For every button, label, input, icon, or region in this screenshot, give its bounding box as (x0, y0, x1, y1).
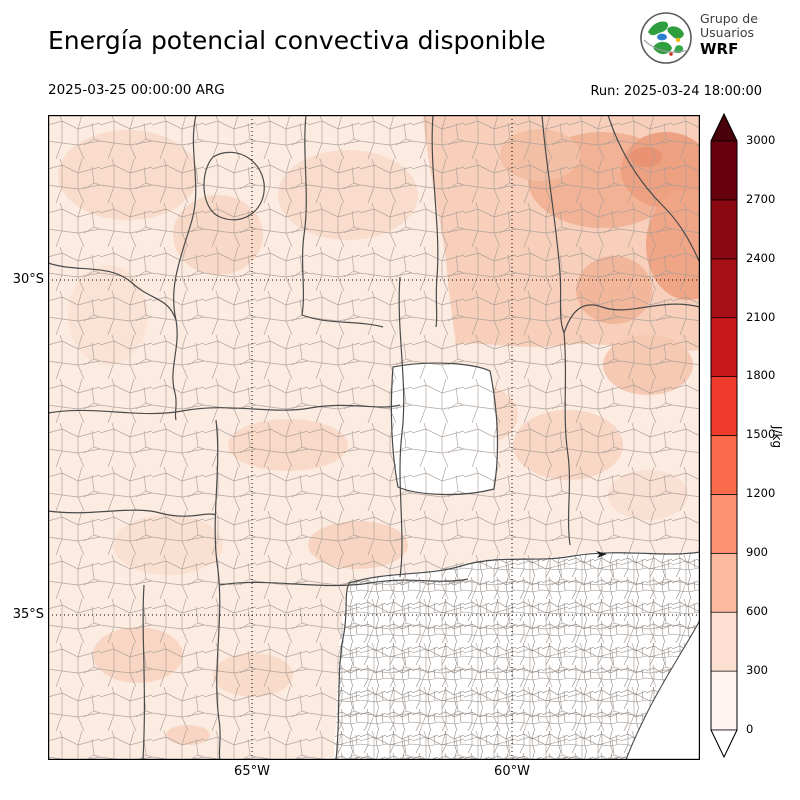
colorbar-outline (710, 112, 738, 759)
run-time-label: Run: 2025-03-24 18:00:00 (590, 84, 762, 99)
lon-tick-label-65w: 65°W (234, 764, 270, 779)
lon-tick-label-60w: 60°W (494, 764, 530, 779)
colorbar-segment (710, 258, 738, 319)
colorbar-segment (710, 670, 738, 731)
colorbar-tick-label: 1800 (746, 368, 776, 382)
colorbar-over-arrow (710, 113, 738, 142)
map-annotation-arrow-icon (596, 551, 607, 558)
colorbar-tick-label: 0 (746, 722, 754, 736)
map-frame (48, 115, 700, 760)
logo-line-3: WRF (700, 40, 739, 58)
lat-tick-label-35s: 35°S (12, 607, 44, 622)
colorbar-tick-label: 1200 (746, 486, 776, 500)
colorbar-unit-label: J/kg (770, 425, 785, 449)
page-title: Energía potencial convectiva disponible (48, 26, 546, 55)
ocean-area (626, 620, 700, 760)
department-borders-dense-texture (334, 551, 700, 760)
colorbar-segment (710, 317, 738, 377)
logo-line-2: Usuarios (700, 25, 755, 40)
valid-time-label: 2025-03-25 00:00:00 ARG (48, 82, 225, 98)
colorbar-segment (710, 552, 738, 613)
colorbar-segment (710, 199, 738, 260)
colorbar-tick-label: 2700 (746, 192, 776, 206)
map-panel (48, 115, 700, 760)
colorbar-tick-label: 900 (746, 545, 768, 559)
colorbar-tick-label: 3000 (746, 133, 776, 147)
coastline (625, 619, 700, 760)
colorbar-tick-label: 2400 (746, 251, 776, 265)
logo-text: Grupo de Usuarios WRF (700, 11, 758, 58)
wrf-users-logo: Grupo de Usuarios WRF (638, 8, 798, 70)
province-borders (48, 115, 700, 760)
colorbar-segment (710, 140, 738, 201)
lat-tick-label-30s: 30°S (12, 272, 44, 287)
colorbar-tick-label: 300 (746, 663, 768, 677)
colorbar-segment (710, 611, 738, 672)
colorbar-under-arrow (710, 729, 738, 758)
colorbar-segment (710, 376, 738, 436)
globe-icon (640, 12, 692, 64)
graticule-lines (48, 115, 700, 760)
colorbar-segment (710, 494, 738, 554)
cape-map (48, 115, 700, 760)
colorbar-tick-label: 600 (746, 604, 768, 618)
colorbar-segment (710, 435, 738, 495)
logo-line-1: Grupo de (700, 11, 758, 26)
colorbar-tick-label: 1500 (746, 427, 776, 441)
colorbar-tick-label: 2100 (746, 310, 776, 324)
colorbar (710, 112, 738, 759)
